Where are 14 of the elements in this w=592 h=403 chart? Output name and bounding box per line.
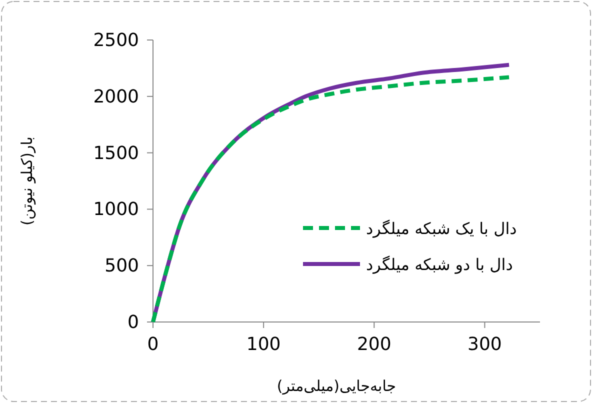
x-axis-title: جابه‌جایی(میلی‌متر) <box>276 377 396 395</box>
x-tick-label: 100 <box>246 334 281 355</box>
x-tick-label: 200 <box>356 334 392 355</box>
x-tick-label: 0 <box>147 334 159 355</box>
y-tick-label: 500 <box>104 256 139 277</box>
y-tick-label: 1500 <box>93 142 139 164</box>
y-tick-label: 2500 <box>93 30 139 51</box>
y-axis-title: بار(کیلو نیوتن) <box>18 136 36 226</box>
y-tick-label: 1000 <box>93 199 139 220</box>
y-tick-label: 0 <box>128 312 139 333</box>
y-tick-label: 2000 <box>93 86 139 108</box>
legend-label: دال با یک شبکه میلگرد <box>366 219 517 238</box>
x-tick-label: 300 <box>468 334 502 355</box>
legend-label: دال با دو شبکه میلگرد <box>366 255 513 274</box>
